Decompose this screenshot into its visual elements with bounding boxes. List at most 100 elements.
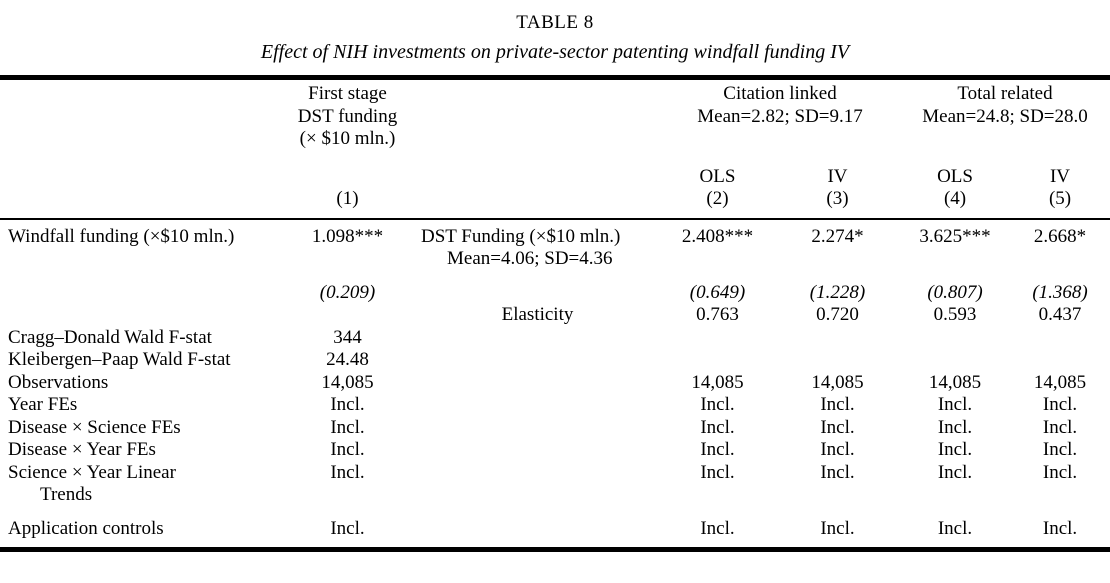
row-label: Science × Year Linear: [8, 461, 176, 483]
value-cell: 14,085: [1033, 371, 1087, 393]
mid-column-label: DST Funding (×$10 mln.): [421, 225, 621, 247]
table-row: Observations 14,085 14,085 14,085 14,085 14,0…: [0, 372, 1110, 395]
value-cell: Incl.: [937, 517, 973, 539]
mid-column-label: [415, 394, 660, 417]
column-number-1: (1): [280, 188, 415, 220]
table-row: Disease × Science FEs Incl. Incl. Incl. Incl…: [0, 417, 1110, 440]
value-cell: Incl.: [820, 517, 855, 539]
header-method-row: OLS IV OLS IV: [0, 151, 1110, 189]
value-cell: [660, 349, 775, 372]
mid-column-label: [415, 327, 660, 350]
value-cell: Incl.: [820, 439, 855, 460]
value-cell: [660, 484, 775, 507]
method-label-iv-3: IV: [827, 165, 848, 187]
value-cell: Incl.: [937, 394, 973, 415]
value-cell: Incl.: [937, 439, 973, 460]
value-cell: 14,085: [691, 371, 744, 393]
mid-column-label: [415, 271, 660, 305]
first-stage-line: DST funding: [297, 105, 398, 127]
method-label-iv-5: IV: [1049, 165, 1071, 187]
value-cell: [900, 349, 1010, 372]
value-cell: [1010, 484, 1110, 507]
value-cell: [775, 327, 900, 350]
method-label-ols-2: OLS: [699, 165, 736, 187]
value-cell: 2.408***: [681, 225, 754, 247]
value-cell: Incl.: [937, 461, 973, 483]
value-cell: 3.625***: [919, 225, 991, 247]
table-title: TABLE 8: [516, 12, 594, 33]
empty-cell: [415, 78, 660, 151]
row-label: Application controls: [8, 517, 164, 539]
value-cell: 14,085: [321, 371, 374, 393]
regression-table: First stage DST funding (× $10 mln.) Cit…: [0, 75, 1110, 552]
value-cell: [1010, 327, 1110, 350]
value-cell: Incl.: [1042, 439, 1078, 460]
column-number-5: (5): [1010, 188, 1110, 220]
value-cell: (1.228): [809, 281, 866, 303]
group-stats: Mean=2.82; SD=9.17: [697, 105, 863, 127]
value-cell: Incl.: [820, 416, 855, 438]
value-cell: Incl.: [700, 416, 735, 438]
mid-column-label: [415, 462, 660, 485]
table-row: Application controls Incl. Incl. Incl. Incl.…: [0, 507, 1110, 550]
value-cell: [280, 484, 415, 507]
value-cell: 14,085: [928, 371, 982, 393]
value-cell: [1010, 248, 1110, 271]
value-cell: [900, 327, 1010, 350]
value-cell: [900, 484, 1010, 507]
value-cell: Incl.: [937, 416, 973, 438]
row-label: Trends: [40, 484, 93, 505]
row-label: Windfall funding (×$10 mln.): [8, 225, 235, 247]
empty-cell: [415, 151, 660, 189]
row-label: [0, 248, 280, 271]
column-group-total-related: Total related Mean=24.8; SD=28.0: [900, 78, 1110, 151]
value-cell: Incl.: [700, 439, 735, 460]
mid-column-label: [415, 372, 660, 395]
value-cell: Incl.: [1042, 461, 1078, 483]
value-cell: Incl.: [1042, 394, 1078, 415]
empty-cell: [0, 78, 280, 151]
group-title: Citation linked: [723, 83, 837, 104]
value-cell: Incl.: [330, 394, 365, 415]
value-cell: (1.368): [1032, 281, 1088, 303]
value-cell: (0.649): [689, 281, 746, 303]
table-row: Kleibergen–Paap Wald F-stat 24.48: [0, 349, 1110, 372]
group-stats: Mean=24.8; SD=28.0: [922, 105, 1088, 127]
value-cell: Incl.: [700, 461, 735, 483]
column-number-2: (2): [660, 188, 775, 220]
column-number-3: (3): [775, 188, 901, 220]
value-cell: 0.593: [933, 304, 977, 325]
value-cell: [775, 248, 900, 271]
table-row: Mean=4.06; SD=4.36: [0, 248, 1110, 271]
value-cell: 0.720: [816, 304, 859, 325]
value-cell: Incl.: [330, 461, 365, 483]
table-header: First stage DST funding (× $10 mln.) Cit…: [0, 78, 1110, 220]
header-number-row: (1) (2) (3) (4) (5): [0, 188, 1110, 220]
header-group-row: First stage DST funding (× $10 mln.) Cit…: [0, 78, 1110, 151]
column-number-4: (4): [900, 188, 1011, 220]
mid-column-label: [415, 484, 660, 507]
mid-column-label: [415, 439, 660, 462]
empty-cell: [0, 151, 280, 189]
value-cell: [900, 248, 1010, 271]
value-cell: [660, 327, 775, 350]
table-row: Trends: [0, 484, 1110, 507]
row-label: Disease × Science FEs: [8, 416, 181, 438]
value-cell: Incl.: [820, 394, 855, 415]
row-label: Year FEs: [8, 394, 78, 415]
table-row: (0.209) (0.649) (1.228) (0.807) (1.368): [0, 271, 1110, 305]
value-cell: 1.098***: [311, 225, 384, 247]
value-cell: [280, 304, 415, 327]
value-cell: (0.209): [319, 281, 376, 303]
value-cell: (0.807): [927, 281, 983, 303]
mid-column-label: [415, 507, 660, 550]
table-caption: TABLE 8 Effect of NIH investments on pri…: [0, 0, 1110, 64]
mid-column-label: Elasticity: [501, 304, 574, 325]
first-stage-line: (× $10 mln.): [299, 128, 396, 149]
empty-cell: [415, 188, 660, 220]
value-cell: Incl.: [820, 461, 855, 483]
value-cell: [775, 484, 900, 507]
value-cell: 344: [333, 326, 362, 348]
row-label: [0, 271, 280, 305]
